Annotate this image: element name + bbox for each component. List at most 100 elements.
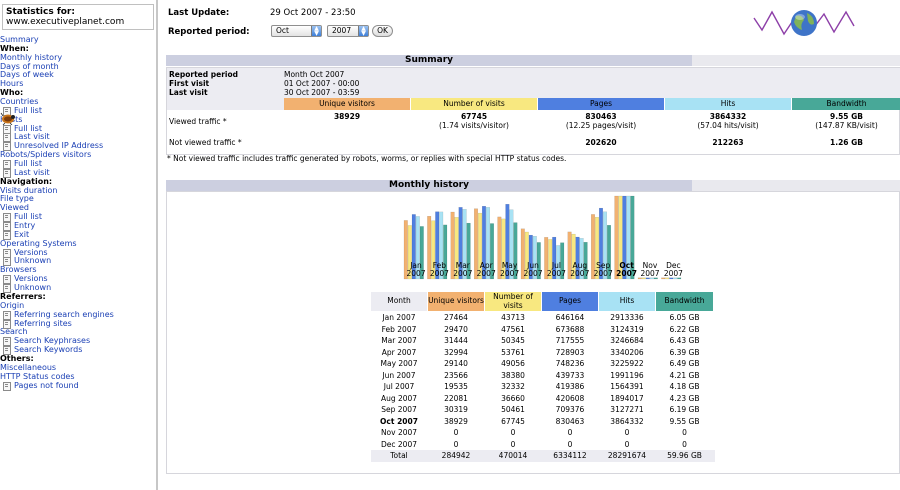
sidebar-item-operating-systems[interactable]: Operating Systems bbox=[0, 239, 156, 249]
page-icon bbox=[2, 133, 12, 143]
bar-bandwidth-may bbox=[513, 222, 518, 280]
bar-hits-jun bbox=[532, 236, 537, 280]
table-cell-unique-visitors: 22081 bbox=[444, 393, 468, 403]
table-cell-hits: 1894017 bbox=[610, 393, 644, 403]
bar-unique-visitors-mar bbox=[450, 211, 455, 280]
table-cell-hits: 3246684 bbox=[610, 336, 644, 345]
table-row: Jun 2007 23566 38380 439733 1991196 4.21 GB bbox=[371, 370, 715, 382]
table-cell-month: Mar 2007 bbox=[381, 336, 417, 345]
monthly-history-chart bbox=[403, 195, 682, 280]
table-cell-hits: 1991196 bbox=[610, 370, 644, 380]
sidebar-item-label: Robots/Spiders visitors bbox=[0, 150, 92, 160]
sidebar-item-full-list[interactable]: Full list bbox=[0, 159, 156, 170]
page-icon bbox=[2, 346, 12, 356]
sidebar-item-search-keywords[interactable]: Search Keywords bbox=[0, 345, 156, 356]
table-cell-bandwidth: 4.21 GB bbox=[669, 370, 700, 380]
sidebar-item-unknown[interactable]: Unknown bbox=[0, 257, 156, 267]
sidebar-item-robots-spiders-visitors[interactable]: Robots/Spiders visitors bbox=[0, 150, 156, 160]
bar-hits-dec bbox=[673, 277, 678, 280]
sidebar-item-label: Summary bbox=[0, 35, 39, 44]
sidebar-item-referring-search-engines[interactable]: Referring search engines bbox=[0, 310, 156, 320]
month-select[interactable]: Oct ▲ ▼ bbox=[271, 25, 322, 37]
monthly-col-number-of-visits: Number of visits bbox=[485, 292, 541, 311]
monthly-history-title: Monthly history bbox=[166, 180, 692, 191]
sidebar-item-entry[interactable]: Entry bbox=[0, 221, 156, 232]
bar-number-of-visits-jul bbox=[548, 239, 553, 280]
monthly-col-month: Month bbox=[371, 292, 427, 311]
sidebar-item-days-of-week[interactable]: Days of week bbox=[0, 71, 156, 80]
sidebar-item-full-list[interactable]: Full list bbox=[0, 106, 156, 116]
sidebar-item-unresolved-ip-address[interactable]: Unresolved IP Address bbox=[0, 141, 156, 152]
viewed-pages: 830463 (12.25 pages/visit) bbox=[565, 112, 637, 130]
sidebar-item-exit[interactable]: Exit bbox=[0, 230, 156, 240]
bar-bandwidth-oct bbox=[630, 195, 635, 280]
table-row: Apr 2007 32994 53761 728903 3340206 6.39 GB bbox=[371, 347, 715, 359]
sidebar-item-last-visit[interactable]: Last visit bbox=[0, 132, 156, 143]
not-viewed-bandwidth: 1.26 GB bbox=[830, 138, 863, 147]
sidebar-item-days-of-month[interactable]: Days of month bbox=[0, 62, 156, 72]
sidebar-item-hours[interactable]: Hours bbox=[0, 79, 156, 89]
bar-hits-sep bbox=[603, 211, 607, 280]
sidebar-item-origin[interactable]: Origin bbox=[0, 301, 156, 311]
table-cell-month: Aug 2007 bbox=[380, 393, 418, 403]
sidebar-item-full-list[interactable]: Full list bbox=[0, 124, 156, 134]
sidebar-item-viewed[interactable]: Viewed bbox=[0, 203, 156, 213]
sidebar-item-summary[interactable]: Summary bbox=[0, 35, 156, 45]
page-icon bbox=[2, 310, 12, 320]
monthly-col-bandwidth: Bandwidth bbox=[656, 292, 713, 311]
year-select[interactable]: 2007 ▲ ▼ bbox=[327, 25, 369, 37]
bar-hits-apr bbox=[486, 207, 490, 280]
bar-pages-jun bbox=[528, 234, 533, 280]
not-viewed-traffic-label: Not viewed traffic * bbox=[169, 138, 242, 147]
sidebar-item-browsers[interactable]: Browsers bbox=[0, 265, 156, 275]
table-cell-bandwidth: 6.49 GB bbox=[669, 359, 700, 368]
sidebar-item-file-type[interactable]: File type bbox=[0, 195, 156, 204]
sidebar-item-http-status-codes[interactable]: HTTP Status codes bbox=[0, 371, 156, 382]
chart-month-label-may: May 2007 bbox=[500, 261, 520, 278]
sidebar-item-last-visit[interactable]: Last visit bbox=[0, 168, 156, 178]
ok-button[interactable]: OK bbox=[372, 25, 393, 37]
bar-hits-aug bbox=[579, 238, 584, 280]
sidebar-item-unknown[interactable]: Unknown bbox=[0, 283, 156, 294]
page-icon bbox=[2, 284, 12, 294]
sidebar-item-countries[interactable]: Countries bbox=[0, 97, 156, 107]
chart-month-label-aug: Aug 2007 bbox=[570, 261, 590, 278]
bar-number-of-visits-jun bbox=[524, 231, 529, 280]
sidebar-item-versions[interactable]: Versions bbox=[0, 274, 156, 285]
table-cell-bandwidth: 6.43 GB bbox=[669, 336, 700, 345]
sidebar-item-pages-not-found[interactable]: Pages not found bbox=[0, 380, 156, 391]
bar-bandwidth-nov bbox=[653, 277, 658, 280]
bar-unique-visitors-oct bbox=[614, 195, 619, 280]
bar-pages-jan bbox=[411, 214, 416, 280]
sidebar-item-visits-duration[interactable]: Visits duration bbox=[0, 186, 156, 196]
sidebar-item-referring-sites[interactable]: Referring sites bbox=[0, 319, 156, 329]
sidebar-item-label: Hours bbox=[0, 79, 24, 89]
bar-pages-may bbox=[505, 204, 510, 280]
sidebar-item-monthly-history[interactable]: Monthly history bbox=[0, 53, 156, 63]
table-row: Nov 2007 0 0 0 0 0 bbox=[371, 427, 715, 439]
table-row: Feb 2007 29470 47561 673688 3124319 6.22 GB bbox=[371, 324, 715, 336]
sidebar-item-search[interactable]: Search bbox=[0, 327, 156, 337]
table-cell-pages: 748236 bbox=[555, 359, 585, 368]
bar-number-of-visits-jan bbox=[407, 225, 412, 280]
chart-month-label-sep: Sep 2007 bbox=[593, 261, 613, 278]
table-cell-month: Dec 2007 bbox=[381, 439, 417, 449]
bar-bandwidth-dec bbox=[677, 277, 682, 280]
month-select-arrow-icon: ▲ ▼ bbox=[311, 26, 321, 37]
table-cell-month: Jul 2007 bbox=[383, 382, 415, 391]
last-update-value: 29 Oct 2007 - 23:50 bbox=[270, 8, 356, 18]
sidebar-section-navigation: Navigation: bbox=[0, 177, 156, 187]
sidebar-item-label: Last visit bbox=[14, 132, 50, 142]
bar-hits-jul bbox=[556, 245, 561, 280]
sidebar-item-full-list[interactable]: Full list bbox=[0, 212, 156, 223]
table-row: Oct 2007 38929 67745 830463 3864332 9.55 GB bbox=[371, 416, 715, 428]
sidebar-item-label: Pages not found bbox=[14, 380, 79, 390]
sidebar-item-search-keyphrases[interactable]: Search Keyphrases bbox=[0, 336, 156, 347]
sidebar-item-versions[interactable]: Versions bbox=[0, 248, 156, 258]
sidebar-item-label: HTTP Status codes bbox=[0, 371, 75, 381]
traffic-note: * Not viewed traffic includes traffic ge… bbox=[167, 154, 567, 163]
bar-unique-visitors-nov bbox=[637, 277, 642, 280]
sidebar-item-miscellaneous[interactable]: Miscellaneous bbox=[0, 363, 156, 373]
bar-number-of-visits-aug bbox=[571, 233, 576, 280]
table-cell-month: Nov 2007 bbox=[380, 428, 418, 437]
